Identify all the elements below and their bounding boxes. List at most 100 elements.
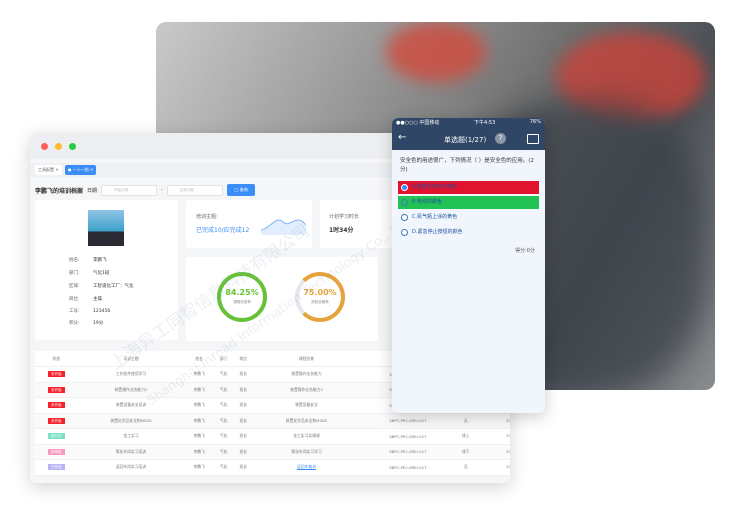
cell-text: 李鹏飞	[193, 433, 205, 439]
tab-tool-config[interactable]: 工具配置 ×	[35, 165, 62, 175]
table-cell: 2020年1月份培训计划	[475, 413, 510, 429]
option-d[interactable]: D.紧急停止按钮的颜色	[398, 226, 539, 239]
avatar	[88, 210, 124, 246]
cell-text: 李鹏飞	[193, 417, 205, 423]
cell-text: 班长	[239, 448, 248, 454]
table-cell: 工作软件使用学习	[77, 366, 185, 383]
table-cell: 金工实习	[77, 428, 185, 445]
table-cell: 班长	[233, 366, 254, 383]
course-rate-ring: 84.25% 课程完成率	[217, 272, 267, 322]
table-cell: 氧化车间实习学习	[253, 444, 360, 460]
table-cell: 未开始	[35, 366, 78, 383]
table-cell: 进行中	[35, 428, 78, 445]
table-cell: 班长	[233, 428, 254, 445]
table-row[interactable]: 待审核 氧化车间实习培训 李鹏飞 气化 班长 氧化车间实习学习 SBPC-PEC-MEH-0…	[35, 444, 510, 460]
table-row[interactable]: 未开始 装置化学品安全和MSDS 李鹏飞 气化 班长 装置化学品安全和MSDS SBPC-P…	[35, 413, 510, 429]
table-cell: 李鹏飞	[184, 366, 214, 383]
column-header: 培训主题	[77, 351, 185, 367]
table-cell: 未开始	[35, 413, 78, 429]
table-row[interactable]: 未开始装置设备安全培训李鹏飞气化班长装置设备安全SBPC-PEC-MEH-017	[35, 397, 510, 414]
nav-bar: ← 单选题(1/27) ?	[392, 128, 545, 150]
back-arrow-icon[interactable]: ←	[398, 132, 407, 143]
table-cell: SBPC-PEC-MEH-017	[359, 444, 456, 460]
theme-card: 培训主题: 已完成10/应完成12	[186, 200, 312, 248]
cell-text: 返回车间实习培训	[115, 464, 147, 470]
question-text: 安全色的用途很广，下列情况（ ）是安全色的应用。(2分)	[400, 158, 534, 173]
tab-bar: 工具配置 × ● 一人一档 ×	[30, 163, 510, 177]
minimize-dot[interactable]	[55, 143, 62, 150]
cell-text: 2020年1月份培训计划	[506, 448, 510, 454]
sparkline	[261, 219, 306, 235]
table-cell: SBPC-PEC-MEH-017	[359, 428, 456, 445]
cell-text: 班长	[239, 464, 248, 470]
table-cell: 气化	[213, 366, 234, 383]
option-b[interactable]: B.电线的颜色	[398, 196, 539, 209]
cell-text: 气化	[219, 386, 228, 392]
end-date-input[interactable]: 结束日期	[166, 184, 223, 196]
question-title: 单选题(1/27)	[444, 136, 487, 144]
cell-text: 李鹏飞	[193, 464, 205, 470]
table-cell: 气化	[213, 413, 234, 429]
field-area: 区域: 工智道化工厂：气化	[69, 284, 134, 289]
table-cell: 装置化学品安全和MSDS	[253, 413, 360, 429]
option-c[interactable]: C.氮气瓶上涂的黄色	[398, 211, 539, 224]
page-title: 李鹏飞的培训档案	[35, 187, 84, 195]
table-cell: SBPC-PEC-MEH-017	[359, 459, 456, 476]
field-name: 姓名: 李鹏飞	[69, 258, 107, 263]
cell-text: 装置设备安全培训	[115, 402, 147, 408]
course-link[interactable]: 返回车复训	[297, 464, 316, 470]
cell-text: SBPC-PEC-MEH-017	[389, 449, 427, 455]
tab-profile[interactable]: ● 一人一档 ×	[65, 165, 97, 175]
cell-text: 2020年1月份培训计划	[506, 464, 510, 470]
cell-text: 气化	[219, 402, 228, 408]
table-cell: 未开始	[35, 397, 78, 414]
phone-screen: ●●○○○ 中国移动 下午4:53 76% ← 单选题(1/27) ? 安全色的用途…	[392, 118, 545, 413]
cell-text: 无	[463, 417, 468, 423]
table-cell: 装置设备安全培训	[77, 397, 185, 414]
close-dot[interactable]	[41, 143, 48, 150]
cell-text: 无	[463, 464, 468, 470]
cell-text: 班长	[239, 433, 248, 439]
cell-text: 装置操作业务能力2	[290, 386, 323, 392]
table-cell: 装置设备安全	[253, 397, 360, 414]
column-header: 岗位	[233, 351, 254, 367]
cell-text: SBPC-PEC-MEH-017	[389, 433, 427, 439]
help-icon[interactable]: ?	[495, 133, 506, 144]
score-text: 得分:0分	[515, 248, 535, 254]
theme-label: 培训主题:	[196, 214, 218, 220]
field-post: 岗位: 主操	[69, 297, 102, 302]
query-label: 查询	[239, 187, 248, 192]
table-cell: 金工实习实操课	[253, 428, 360, 445]
cell-text: 气化	[219, 448, 228, 454]
field-id: 工号: 123456	[69, 309, 111, 314]
status-badge: 未开始	[48, 371, 65, 378]
query-button[interactable]: ◯ 查询	[226, 184, 255, 196]
maximize-dot[interactable]	[69, 143, 76, 150]
cell-text: 装置设备安全	[295, 402, 318, 408]
table-cell: 李鹏飞	[184, 413, 214, 429]
answer-card-icon[interactable]	[527, 134, 539, 144]
tab-label: 工具配置	[38, 167, 54, 172]
cell-text: 线下	[461, 448, 470, 454]
option-a[interactable]: A.警告车的红灯颜色	[398, 181, 539, 194]
hours-label: 计划学习时长	[329, 214, 360, 220]
table-cell: 2020年1月份培训计划	[475, 459, 510, 476]
table-cell: 2020年1月份培训计划	[475, 428, 510, 445]
status-badge: 待审核	[48, 448, 65, 455]
tab-label: 一人一档	[72, 167, 89, 172]
table-row[interactable]: 进行中 金工实习 李鹏飞 气化 班长 金工实习实操课 SBPC-PEC-MEH-017 线上 2…	[35, 428, 510, 445]
table-cell: 已完成	[35, 459, 78, 476]
desktop-window: 工具配置 × ● 一人一档 × 李鹏飞的培训档案 日期 开始日期 - 结束日期 …	[30, 133, 510, 483]
table-row[interactable]: 已完成 返回车间实习培训 李鹏飞 气化 班长 返回车复训 SBPC-PEC-MEH-017 无…	[35, 459, 510, 476]
cell-text: 装置操作业务能力	[291, 371, 322, 377]
cell-text: 李鹏飞	[193, 448, 205, 454]
cell-text: 工作软件使用学习	[115, 371, 147, 377]
status-badge: 未开始	[48, 402, 65, 409]
table-cell: 待审核	[35, 444, 78, 460]
date-label: 日期	[87, 187, 98, 194]
status-badge: 进行中	[48, 433, 65, 440]
table-cell: 未开始	[35, 382, 78, 398]
start-date-input[interactable]: 开始日期	[101, 184, 158, 196]
column-header: 状态	[35, 351, 78, 367]
table-cell: 返回车复训	[253, 459, 360, 476]
